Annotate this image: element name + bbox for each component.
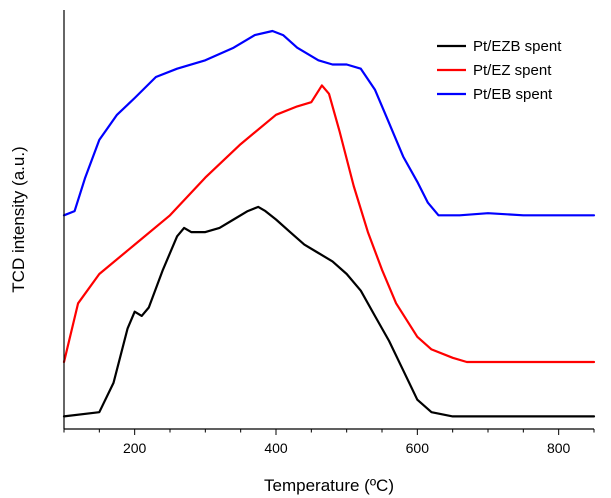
legend-label: Pt/EZ spent: [473, 62, 552, 79]
axes: [63, 10, 594, 430]
x-tick-label: 800: [547, 440, 571, 456]
series-line-2: [62, 84, 596, 364]
x-tick-label: 600: [406, 440, 430, 456]
series-layer: [62, 29, 596, 418]
legend-label: Pt/EB spent: [473, 86, 553, 103]
legend: Pt/EZB spent Pt/EZ spent Pt/EB spent: [437, 38, 562, 103]
x-ticks: 200 400 600 800: [63, 429, 595, 456]
series-line-3: [62, 29, 596, 217]
x-tick-label: 200: [123, 440, 147, 456]
y-axis-title: TCD intensity (a.u.): [9, 146, 28, 292]
series-line-1: [62, 205, 596, 418]
x-tick-label: 400: [264, 440, 288, 456]
legend-label: Pt/EZB spent: [473, 38, 562, 55]
x-axis-title: Temperature (ºC): [264, 476, 394, 495]
